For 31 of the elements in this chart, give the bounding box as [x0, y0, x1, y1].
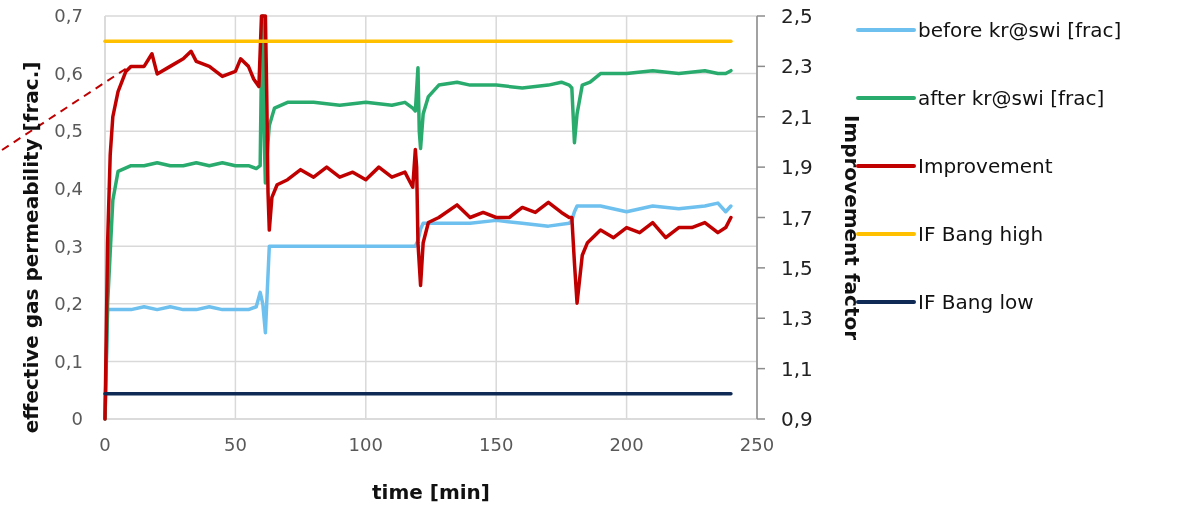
- y2-axis-title: Improvement factor: [840, 114, 864, 341]
- x-axis-title: time [min]: [372, 480, 490, 504]
- y-tick-label: 0,3: [54, 235, 83, 257]
- x-tick-label: 250: [739, 434, 775, 455]
- y-tick-label: 0,4: [54, 178, 83, 200]
- y2-tick-label: 1,1: [781, 356, 813, 381]
- y2-tick-label: 0,9: [781, 407, 813, 431]
- legend-label: Improvement: [918, 154, 1053, 178]
- y2-tick-label: 2,3: [781, 54, 813, 79]
- y2-tick-label: 2,1: [781, 104, 813, 129]
- y2-tick-label: 1,9: [781, 155, 813, 180]
- y2-tick-label: 2,5: [781, 4, 813, 28]
- y2-tick-label: 1,3: [781, 306, 813, 331]
- legend-label: IF Bang low: [918, 290, 1034, 314]
- legend-label: IF Bang high: [918, 222, 1044, 246]
- x-tick-label: 100: [348, 434, 383, 455]
- y2-tick-label: 1,7: [781, 205, 813, 230]
- x-tick-label: 50: [223, 434, 247, 455]
- legend-label: before kr@swi [frac]: [918, 18, 1122, 42]
- y-tick-label: 0,1: [54, 350, 83, 372]
- y-tick-label: 0,2: [54, 293, 83, 315]
- y-tick-label: 0,5: [54, 120, 83, 142]
- x-tick-label: 150: [479, 434, 514, 455]
- x-tick-label: 0: [99, 434, 111, 455]
- y-axis-title: effective gas permeability [frac.]: [19, 61, 43, 434]
- y-tick-label: 0,6: [54, 62, 83, 84]
- x-tick-label: 200: [609, 434, 644, 455]
- y2-tick-label: 1,5: [781, 255, 813, 280]
- y-tick-label: 0: [71, 408, 83, 430]
- y-tick-label: 0,7: [54, 5, 83, 27]
- legend-label: after kr@swi [frac]: [918, 86, 1105, 110]
